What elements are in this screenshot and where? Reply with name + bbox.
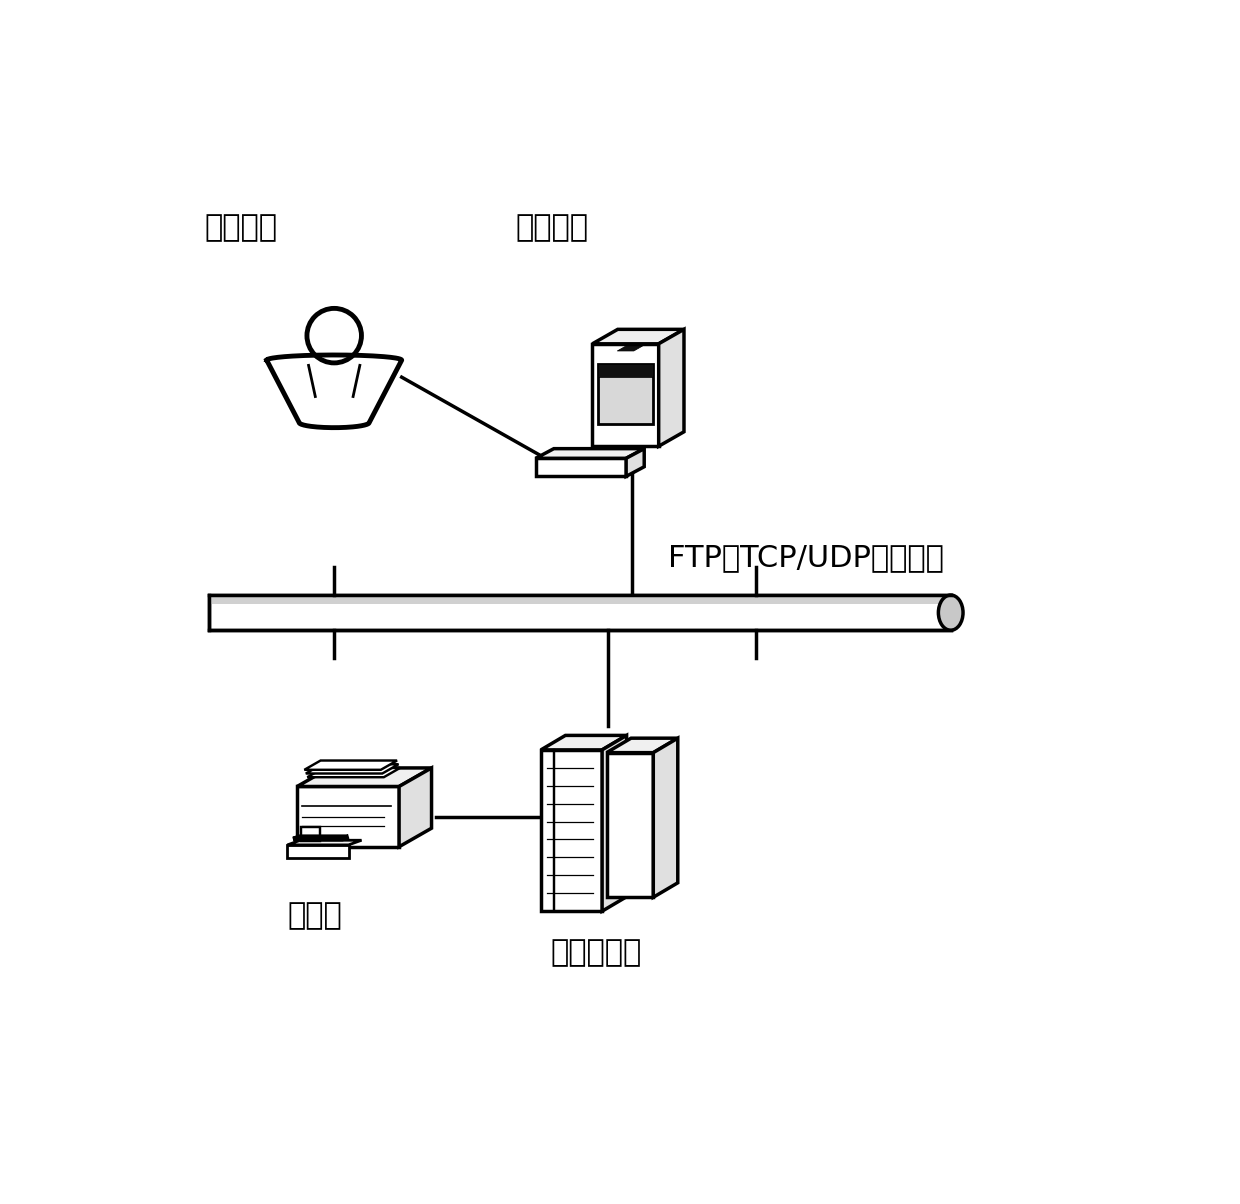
Polygon shape — [288, 840, 362, 845]
Polygon shape — [618, 346, 642, 352]
Text: 变电站设备: 变电站设备 — [551, 938, 641, 967]
Polygon shape — [626, 449, 645, 477]
Polygon shape — [598, 365, 653, 424]
Polygon shape — [536, 459, 626, 477]
Polygon shape — [593, 330, 684, 344]
Polygon shape — [210, 595, 951, 604]
Polygon shape — [294, 838, 348, 840]
Polygon shape — [306, 765, 398, 773]
Polygon shape — [606, 738, 678, 752]
Text: 调试设备: 调试设备 — [515, 213, 588, 242]
Polygon shape — [301, 827, 320, 840]
Polygon shape — [304, 761, 397, 769]
Polygon shape — [293, 836, 348, 838]
Polygon shape — [541, 736, 626, 750]
Text: FTP、TCP/UDP通信协议: FTP、TCP/UDP通信协议 — [668, 543, 944, 572]
Polygon shape — [606, 752, 653, 897]
Polygon shape — [210, 595, 951, 630]
Polygon shape — [593, 344, 658, 447]
Polygon shape — [603, 736, 626, 911]
Text: 打印机: 打印机 — [288, 901, 342, 931]
Ellipse shape — [939, 595, 963, 630]
Polygon shape — [308, 768, 401, 778]
Polygon shape — [399, 768, 432, 846]
Polygon shape — [298, 768, 432, 786]
Polygon shape — [298, 786, 399, 846]
Polygon shape — [598, 365, 653, 377]
Polygon shape — [653, 738, 678, 897]
Polygon shape — [541, 750, 603, 911]
Polygon shape — [536, 449, 645, 459]
Polygon shape — [658, 330, 684, 447]
Text: 调试人员: 调试人员 — [205, 213, 278, 242]
Polygon shape — [288, 845, 348, 858]
